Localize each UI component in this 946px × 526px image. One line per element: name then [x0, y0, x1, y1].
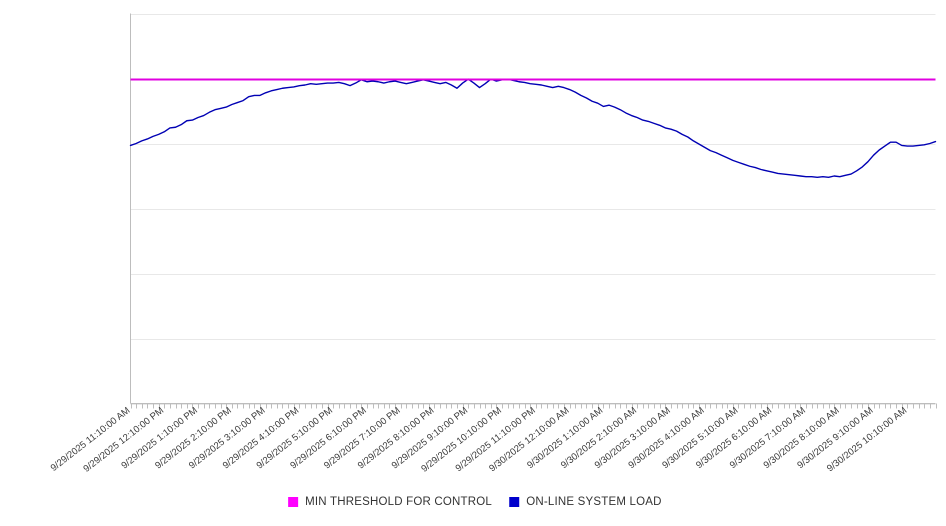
legend-label[interactable]: MIN THRESHOLD FOR CONTROL — [305, 496, 492, 508]
legend-swatch[interactable] — [509, 497, 520, 507]
x-axis-ticks — [131, 403, 937, 409]
series-on-line-system-load — [129, 78, 937, 178]
legend-swatch[interactable] — [288, 497, 299, 507]
chart-legend[interactable]: MIN THRESHOLD FOR CONTROL ON-LINE SYSTEM … — [288, 496, 662, 508]
legend-label[interactable]: ON-LINE SYSTEM LOAD — [526, 496, 661, 508]
data-series — [129, 78, 937, 178]
